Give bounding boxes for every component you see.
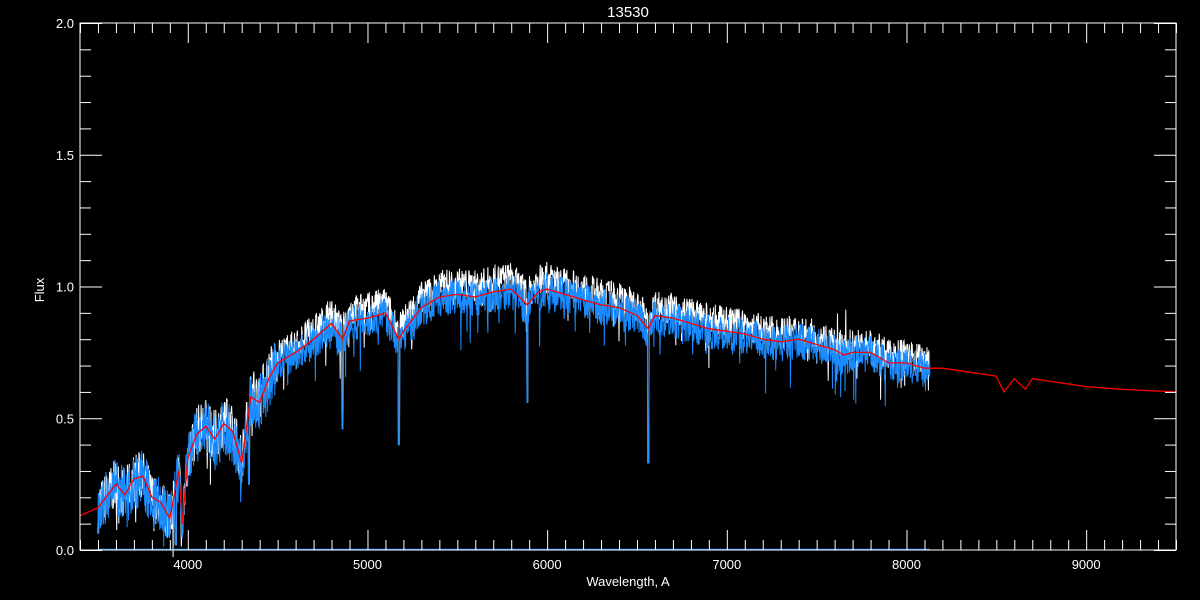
x-tick-label: 8000 (892, 557, 921, 572)
x-tick-label: 7000 (712, 557, 741, 572)
chart-title: 13530 (607, 4, 649, 21)
axes-layer: 4000 5000 6000 7000 8000 9000 0.0 0.5 1.0 1.5 2.0 (56, 16, 1177, 572)
y-tick-label: 2.0 (56, 16, 74, 31)
y-tick-label: 1.5 (56, 148, 74, 163)
plot-frame (79, 22, 1177, 551)
series-layer (79, 261, 1177, 558)
y-tick-label: 0.5 (56, 411, 74, 426)
x-tick-label: 4000 (173, 557, 202, 572)
y-tick-label: 0.0 (56, 543, 74, 558)
y-tick-label: 1.0 (56, 280, 74, 295)
observed-spectrum-line (97, 272, 931, 547)
y-axis-label: Flux (32, 277, 47, 302)
x-tick-label: 9000 (1072, 557, 1101, 572)
model-spectrum-line (79, 288, 1177, 524)
x-axis-label: Wavelength, A (586, 574, 670, 589)
x-tick-label: 6000 (533, 557, 562, 572)
x-tick-label: 5000 (353, 557, 382, 572)
